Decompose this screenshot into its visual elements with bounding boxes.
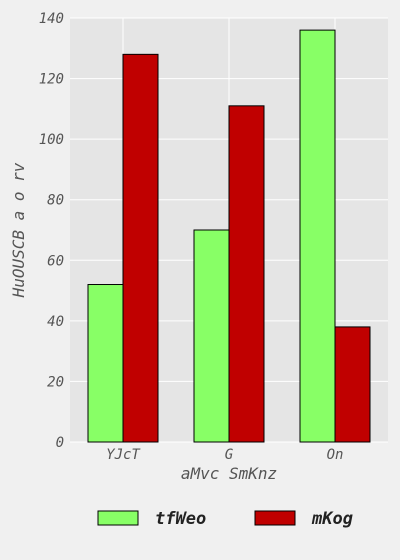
y-tick-label: 100 [39, 132, 64, 148]
bar-mKog-YJcT [122, 53, 159, 443]
y-tick-label: 80 [47, 193, 64, 209]
bar-tfWeo-YJcT [87, 284, 124, 443]
y-tick-label: 120 [39, 72, 64, 88]
y-tick-label: 0 [56, 435, 64, 451]
y-tick-label: 20 [47, 374, 64, 390]
y-tick-label: 140 [39, 11, 64, 27]
bar-tfWeo-On [299, 29, 336, 443]
x-axis-label: aMvc SmKnz [181, 464, 277, 483]
y-tick-label: 40 [47, 314, 64, 330]
x-tick-label: On [327, 447, 344, 463]
y-axis-label: HuOUSCB a o rv [9, 162, 28, 298]
x-axis-ticks: YJcT G On [106, 447, 343, 463]
legend-swatch-tfWeo [97, 510, 139, 526]
y-tick-label: 60 [47, 253, 64, 269]
bar-mKog-On [334, 326, 371, 443]
legend-swatch-mKog [254, 510, 296, 526]
legend-label-tfWeo: tfWeo [155, 509, 206, 529]
y-axis-ticks: 0 20 40 60 80 100 120 140 [39, 11, 64, 451]
bars [87, 29, 371, 443]
bar-mKog-G [228, 105, 265, 443]
x-tick-label: YJcT [106, 447, 141, 463]
legend: tfWeo mKog [97, 509, 353, 529]
legend-label-mKog: mKog [311, 509, 353, 529]
bar-tfWeo-G [193, 229, 230, 443]
x-tick-label: G [225, 447, 234, 463]
